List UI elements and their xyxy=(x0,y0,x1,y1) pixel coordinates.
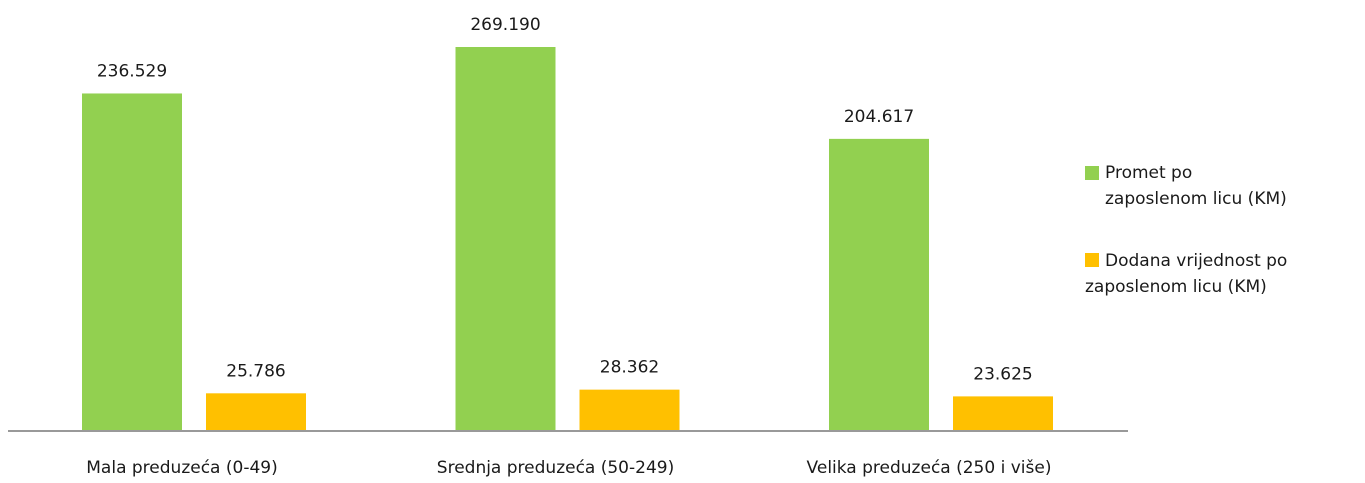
data-label: 25.786 xyxy=(226,361,285,381)
data-label: 204.617 xyxy=(844,107,914,127)
legend-swatch xyxy=(1085,166,1099,180)
x-tick-label: Srednja preduzeća (50-249) xyxy=(437,458,674,478)
x-tick-label: Mala preduzeća (0-49) xyxy=(86,458,277,478)
data-label: 23.625 xyxy=(973,364,1032,384)
legend-label: Promet po zaposlenom licu (KM) xyxy=(1105,163,1287,209)
bar xyxy=(455,47,556,430)
legend-item: Dodana vrijednost po zaposlenom licu (KM… xyxy=(1085,248,1330,300)
data-label: 28.362 xyxy=(600,358,659,378)
bar xyxy=(206,393,306,430)
data-label: 269.190 xyxy=(470,15,540,35)
legend-label: Dodana vrijednost po zaposlenom licu (KM… xyxy=(1085,251,1288,297)
legend-item: Promet po zaposlenom licu (KM) xyxy=(1085,160,1295,212)
data-label: 236.529 xyxy=(97,61,167,81)
bar xyxy=(82,93,182,431)
bar xyxy=(829,138,929,431)
legend-swatch xyxy=(1085,253,1099,267)
bar xyxy=(579,389,680,430)
bar xyxy=(953,396,1053,430)
x-tick-label: Velika preduzeća (250 i više) xyxy=(807,458,1052,478)
